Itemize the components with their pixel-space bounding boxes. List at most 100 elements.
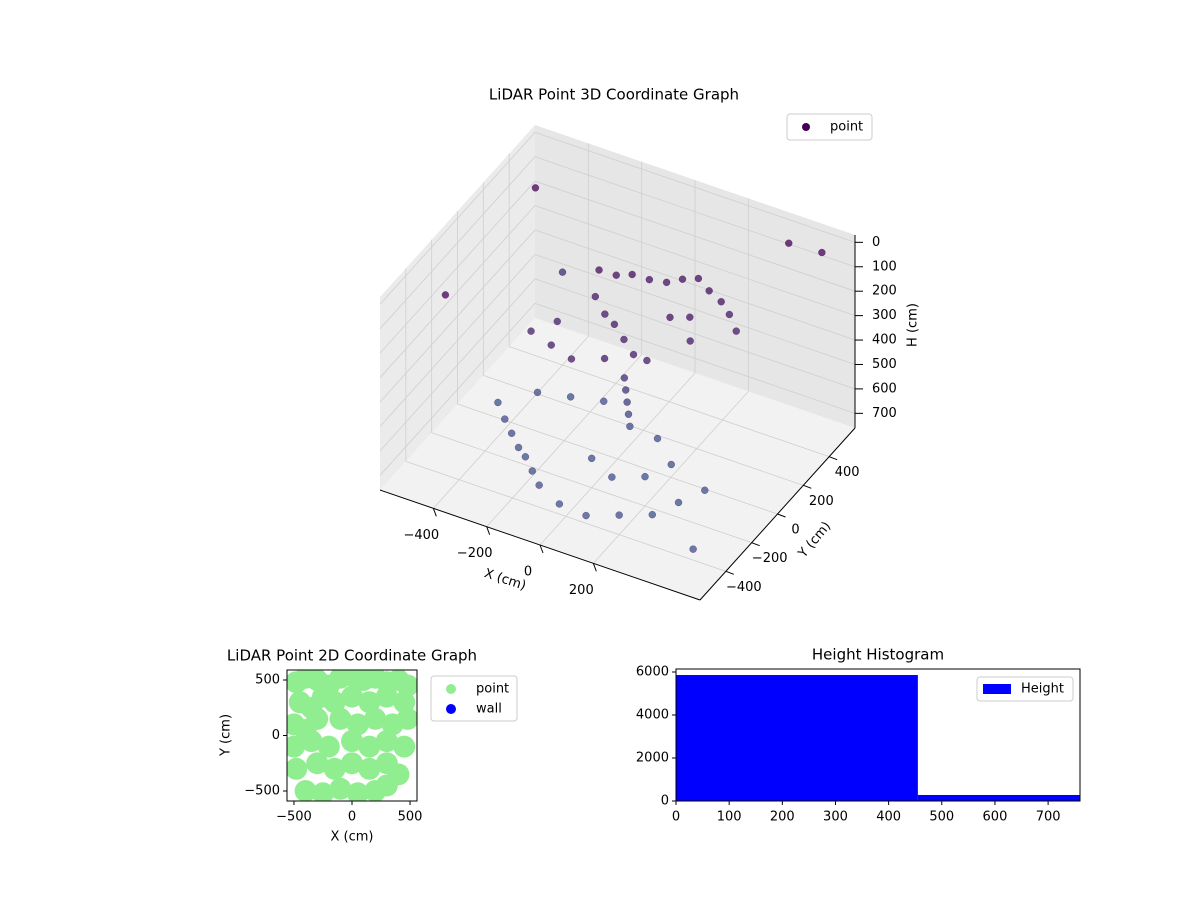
y-tick-label: 400 <box>835 465 860 480</box>
grid-line <box>534 254 856 365</box>
point <box>521 453 530 461</box>
legend-marker <box>802 123 810 131</box>
z-tick-label: 300 <box>872 308 897 323</box>
point <box>553 317 562 326</box>
point <box>628 270 636 279</box>
point <box>610 320 619 329</box>
x-tick <box>592 563 597 572</box>
point <box>566 393 575 401</box>
point <box>396 707 417 730</box>
point <box>346 713 369 736</box>
y-tick <box>751 542 760 547</box>
point <box>622 386 630 394</box>
grid-line <box>534 205 856 316</box>
y-tick-label: 6000 <box>636 665 669 680</box>
point <box>620 335 628 344</box>
y-tick-label: 200 <box>809 494 834 509</box>
point <box>375 774 398 797</box>
grid-line <box>509 346 830 458</box>
y-tick-label: −500 <box>244 784 280 799</box>
x-tick-label: −500 <box>276 810 312 825</box>
x-tick-label: 500 <box>929 810 954 825</box>
point <box>358 757 381 780</box>
grid-line <box>534 278 856 390</box>
point <box>587 454 596 463</box>
point <box>785 239 793 247</box>
point <box>393 735 416 758</box>
point <box>287 757 308 780</box>
bar <box>676 675 918 801</box>
y-tick-label: 0 <box>791 523 799 538</box>
grid-line <box>534 156 856 268</box>
point <box>341 685 363 708</box>
legend-label: point <box>476 682 509 697</box>
point <box>732 327 740 335</box>
z-tick-label: 0 <box>872 235 880 250</box>
point <box>396 674 417 697</box>
y-tick <box>725 570 735 575</box>
x-tick-label: 0 <box>524 565 532 580</box>
x-tick-label: 400 <box>876 810 901 825</box>
point <box>547 341 555 349</box>
point <box>441 291 450 299</box>
y-tick <box>777 513 786 518</box>
x-tick-label: −400 <box>403 528 439 543</box>
point <box>329 707 352 730</box>
point <box>818 248 826 257</box>
point <box>311 782 334 801</box>
z-tick-label: 600 <box>872 381 897 396</box>
point <box>294 780 317 801</box>
x-tick-label: 0 <box>672 810 680 825</box>
point <box>341 752 363 775</box>
point <box>558 268 567 276</box>
y-axis-label: Y (cm) <box>795 519 834 562</box>
point <box>358 735 381 758</box>
point <box>507 429 516 438</box>
point <box>705 287 713 295</box>
point <box>494 398 502 407</box>
point <box>531 184 540 192</box>
chart-title: Height Histogram <box>812 646 944 664</box>
point <box>375 685 398 708</box>
x-tick <box>486 526 491 535</box>
x-tick-label: 300 <box>823 810 848 825</box>
x-axis-label: X (cm) <box>331 830 374 845</box>
point <box>626 422 634 431</box>
grid-line <box>457 403 778 515</box>
z-tick-label: 100 <box>872 259 897 274</box>
point <box>341 730 363 753</box>
point <box>306 707 329 730</box>
point <box>641 472 649 481</box>
point <box>317 735 340 758</box>
point <box>645 275 654 284</box>
point <box>600 397 608 406</box>
grid-line <box>534 302 856 414</box>
z-tick-label: 500 <box>872 357 897 372</box>
point <box>527 327 535 335</box>
grid-line <box>379 156 536 330</box>
plot-frame <box>286 669 418 802</box>
x-tick-label: 200 <box>569 583 594 598</box>
point <box>725 310 734 319</box>
y-tick <box>828 456 838 461</box>
grid-line <box>379 205 536 378</box>
point <box>694 274 703 283</box>
grid-line <box>534 229 856 341</box>
point <box>643 356 651 365</box>
point <box>364 707 387 730</box>
point <box>323 757 346 780</box>
point <box>535 481 543 489</box>
z-tick-label: 400 <box>872 333 897 348</box>
point <box>612 271 620 279</box>
point <box>624 410 633 419</box>
legend-label: Height <box>1021 682 1064 697</box>
y-tick-label: 500 <box>255 672 280 687</box>
x-tick-label: −200 <box>457 546 493 561</box>
point <box>306 752 329 775</box>
y-tick-label: 2000 <box>636 751 669 766</box>
point <box>329 777 352 800</box>
point <box>528 467 537 475</box>
y-axis <box>699 427 856 601</box>
point <box>533 388 542 397</box>
